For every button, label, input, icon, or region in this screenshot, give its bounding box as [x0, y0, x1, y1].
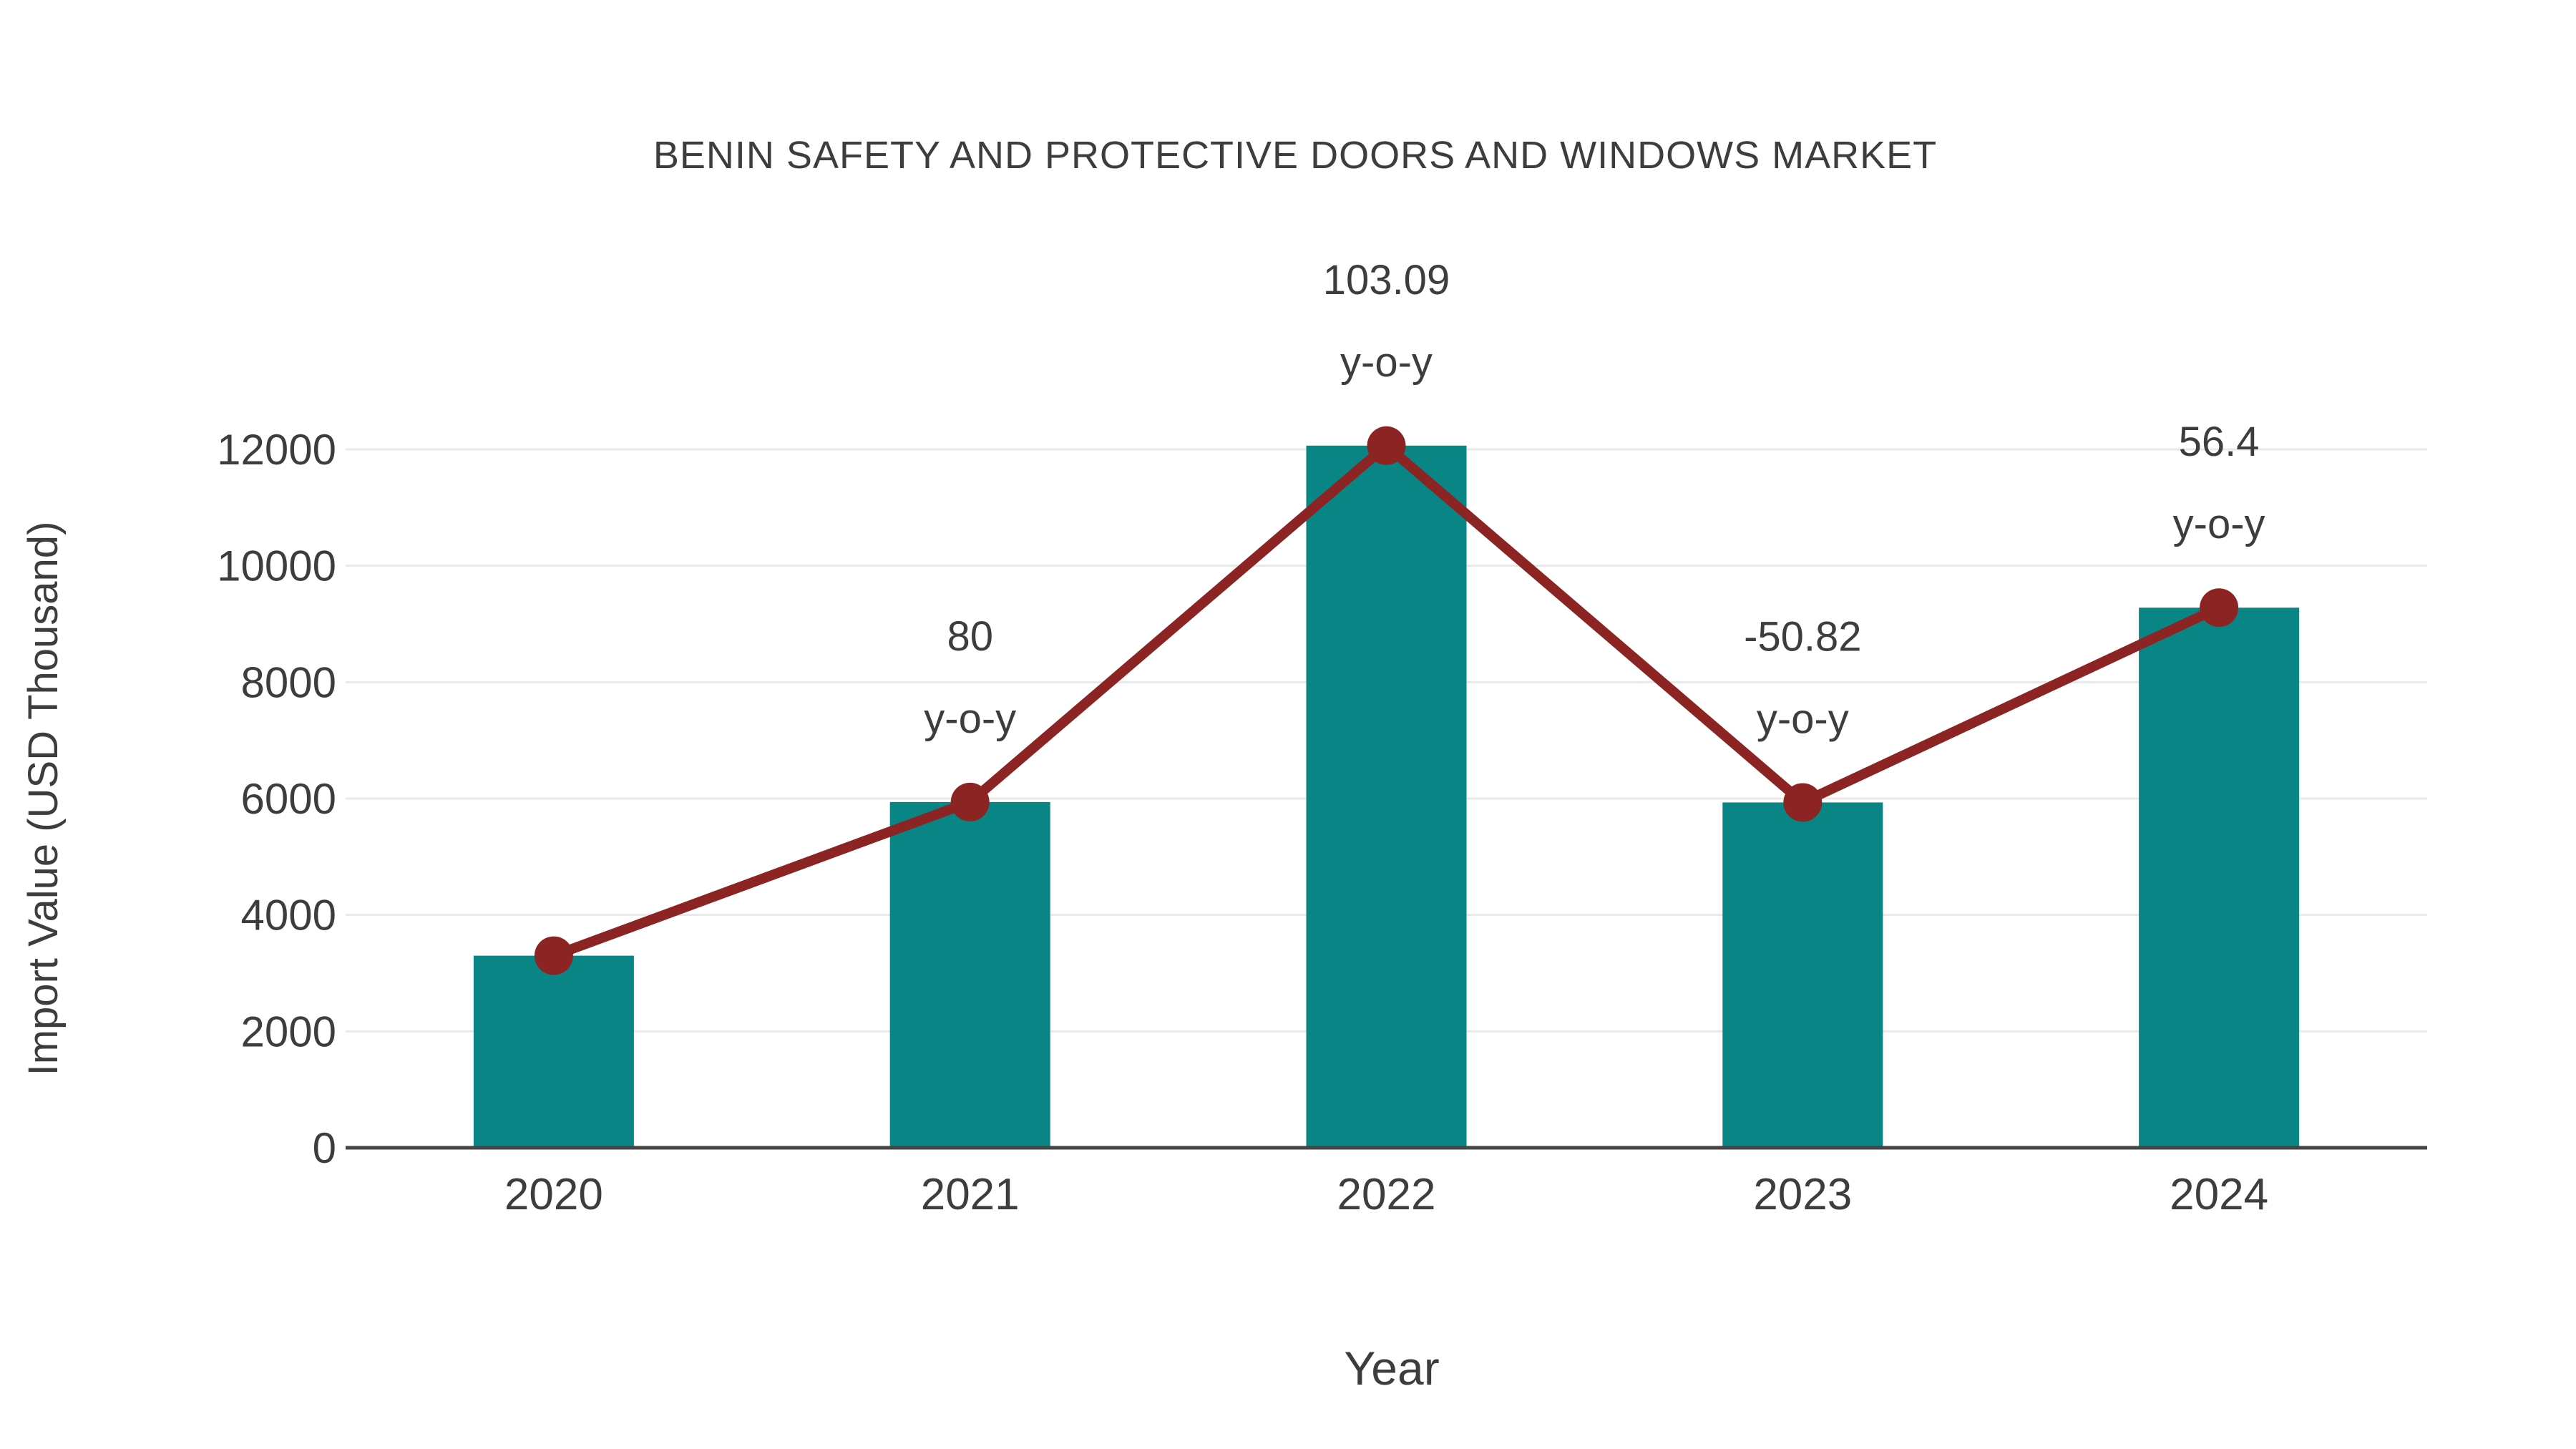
trend-marker-2021	[950, 782, 990, 821]
trend-marker-2023	[1783, 783, 1823, 822]
y-tick-label: 10000	[217, 542, 336, 590]
y-axis-title: Import Value (USD Thousand)	[20, 522, 67, 1076]
bar-2022	[1306, 445, 1467, 1148]
bar-2024	[2139, 608, 2300, 1148]
x-tick-label: 2023	[1753, 1170, 1852, 1219]
y-tick-label: 0	[313, 1124, 336, 1172]
x-tick-label: 2021	[921, 1170, 1020, 1219]
annotation-value-2024: 56.4	[2179, 419, 2260, 465]
annotation-value-2021: 80	[947, 613, 993, 660]
bar-2020	[473, 955, 634, 1148]
y-tick-label: 6000	[241, 775, 336, 823]
trend-line-layer	[534, 426, 2239, 975]
trend-marker-2022	[1367, 426, 1406, 465]
bars-layer	[473, 445, 2300, 1148]
annotation-suffix-2021: y-o-y	[924, 696, 1016, 742]
y-tick-label: 12000	[217, 426, 336, 474]
annotation-suffix-2023: y-o-y	[1757, 696, 1849, 742]
trend-marker-2024	[2200, 588, 2239, 628]
annotations-layer: 80 y-o-y 103.09 y-o-y -50.82 y-o-y 56.4 y-o-y	[924, 257, 2265, 743]
y-tick-label: 8000	[241, 658, 336, 706]
annotation-value-2023: -50.82	[1744, 613, 1861, 660]
annotation-suffix-2024: y-o-y	[2173, 501, 2265, 547]
tick-labels-layer: 0 2000 4000 6000 8000 10000 12000 2020 2021 2022 2…	[217, 426, 2268, 1219]
bar-2023	[1722, 802, 1883, 1148]
x-tick-label: 2022	[1337, 1170, 1436, 1219]
bar-2021	[889, 801, 1050, 1148]
x-tick-label: 2020	[504, 1170, 603, 1219]
trend-marker-2020	[534, 936, 573, 975]
x-axis-title: Year	[1344, 1342, 1439, 1395]
y-tick-label: 2000	[241, 1008, 336, 1055]
chart-title: BENIN SAFETY AND PROTECTIVE DOORS AND WI…	[653, 134, 1938, 177]
annotation-suffix-2022: y-o-y	[1340, 339, 1433, 386]
x-tick-label: 2024	[2170, 1170, 2268, 1219]
y-tick-label: 4000	[241, 892, 336, 940]
annotation-value-2022: 103.09	[1323, 257, 1450, 303]
